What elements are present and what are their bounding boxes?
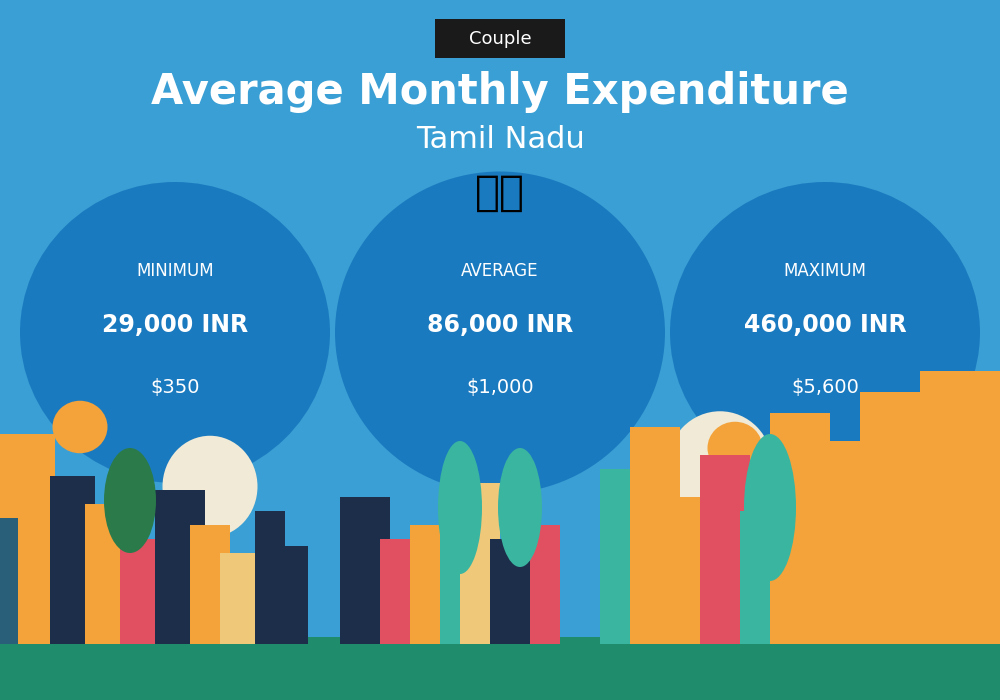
Text: $1,000: $1,000 — [466, 377, 534, 397]
Bar — [190, 525, 230, 644]
Bar — [410, 525, 450, 644]
Ellipse shape — [335, 172, 665, 494]
Bar — [600, 469, 640, 644]
Bar — [770, 413, 830, 644]
Text: $350: $350 — [150, 377, 200, 397]
Bar — [380, 539, 420, 644]
Ellipse shape — [498, 448, 542, 567]
Bar — [460, 483, 500, 644]
Bar — [490, 539, 540, 644]
Text: 460,000 INR: 460,000 INR — [744, 314, 906, 337]
Bar — [670, 497, 710, 644]
Bar — [85, 504, 135, 644]
Text: AVERAGE: AVERAGE — [461, 262, 539, 280]
Text: 🇮🇳: 🇮🇳 — [475, 172, 525, 214]
Bar — [0, 434, 55, 644]
Bar — [340, 497, 390, 644]
Text: MAXIMUM: MAXIMUM — [784, 262, 866, 280]
Ellipse shape — [104, 448, 156, 553]
Bar — [630, 427, 680, 644]
Bar — [920, 371, 1000, 644]
Ellipse shape — [668, 412, 772, 519]
Bar — [740, 511, 780, 644]
Ellipse shape — [52, 400, 108, 454]
Bar — [278, 546, 308, 644]
Bar — [530, 525, 560, 644]
Text: 86,000 INR: 86,000 INR — [427, 314, 573, 337]
Ellipse shape — [20, 182, 330, 483]
Ellipse shape — [438, 441, 482, 574]
Bar — [220, 553, 270, 644]
Text: Couple: Couple — [469, 29, 531, 48]
Bar — [155, 490, 205, 644]
Bar — [0, 518, 18, 644]
Bar — [0, 637, 1000, 700]
Bar — [820, 441, 870, 644]
Bar — [50, 476, 95, 644]
Ellipse shape — [744, 434, 796, 581]
Bar — [440, 511, 470, 644]
Text: $5,600: $5,600 — [791, 377, 859, 397]
Ellipse shape — [670, 182, 980, 483]
Text: MINIMUM: MINIMUM — [136, 262, 214, 280]
Ellipse shape — [162, 435, 258, 538]
Bar — [700, 455, 750, 644]
Text: 29,000 INR: 29,000 INR — [102, 314, 248, 337]
Bar — [255, 511, 285, 644]
Bar — [860, 392, 930, 644]
Bar — [120, 539, 160, 644]
Ellipse shape — [708, 421, 763, 475]
Text: Average Monthly Expenditure: Average Monthly Expenditure — [151, 71, 849, 113]
Text: Tamil Nadu: Tamil Nadu — [416, 125, 584, 155]
FancyBboxPatch shape — [435, 19, 565, 58]
